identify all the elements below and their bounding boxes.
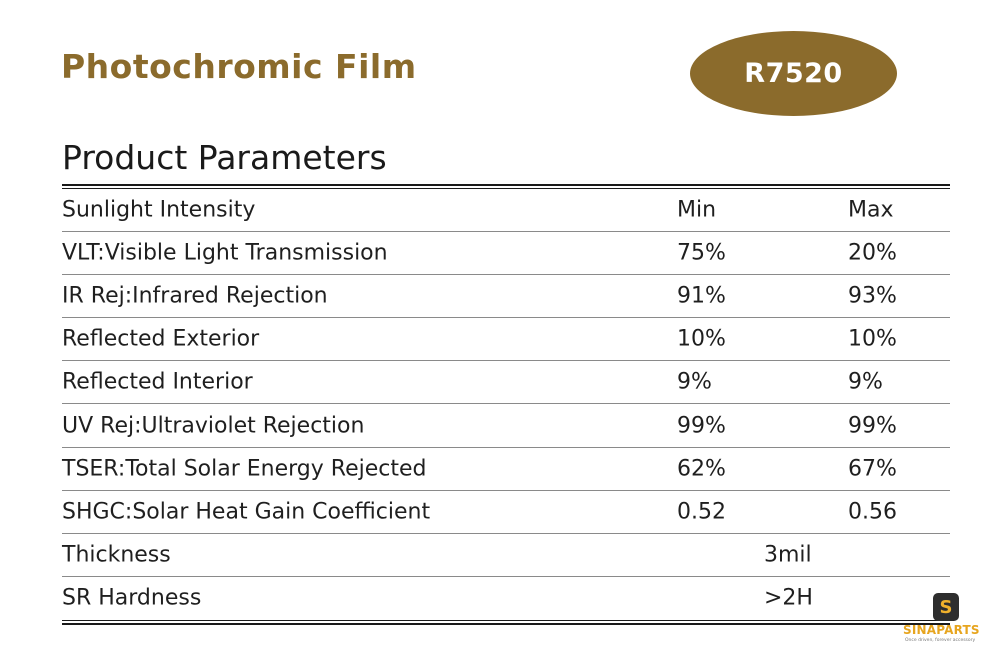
- brand-logo: S SINAPARTS Once driven, forever accesso…: [900, 593, 992, 645]
- row-min-value: 99%: [677, 413, 726, 439]
- bottom-rule-thin: [62, 620, 950, 621]
- row-max-value: 20%: [848, 240, 897, 266]
- table-row: IR Rej:Infrared Rejection 91% 93%: [62, 275, 950, 319]
- table-row: VLT:Visible Light Transmission 75% 20%: [62, 232, 950, 276]
- row-min-value: 91%: [677, 283, 726, 309]
- row-max-value: 99%: [848, 413, 897, 439]
- table-row: Reflected Exterior 10% 10%: [62, 318, 950, 362]
- brand-tagline: Once driven, forever accessory: [905, 638, 976, 643]
- row-max-value: 67%: [848, 456, 897, 482]
- row-min-value: 75%: [677, 240, 726, 266]
- row-value: 3mil: [764, 542, 812, 568]
- top-rule-thin: [62, 188, 950, 189]
- row-max-value: 0.56: [848, 499, 897, 525]
- header-label: Sunlight Intensity: [62, 197, 256, 223]
- table-row: SHGC:Solar Heat Gain Coefficient 0.52 0.…: [62, 491, 950, 534]
- row-label: Thickness: [62, 542, 171, 568]
- top-rule: [62, 184, 950, 186]
- row-label: UV Rej:Ultraviolet Rejection: [62, 413, 365, 439]
- brand-name: SINAPARTS: [903, 623, 980, 637]
- row-max-value: 10%: [848, 326, 897, 352]
- film-title: Photochromic Film: [61, 47, 417, 86]
- row-min-value: 10%: [677, 326, 726, 352]
- row-value: >2H: [764, 585, 813, 611]
- row-label: SHGC:Solar Heat Gain Coefficient: [62, 499, 431, 525]
- row-label: Reflected Exterior: [62, 326, 260, 352]
- row-min-value: 0.52: [677, 499, 726, 525]
- bottom-rule: [62, 623, 950, 625]
- table-row: TSER:Total Solar Energy Rejected 62% 67%: [62, 448, 950, 491]
- row-label: IR Rej:Infrared Rejection: [62, 283, 328, 309]
- table-row: Reflected Interior 9% 9%: [62, 361, 950, 405]
- row-label: Reflected Interior: [62, 369, 253, 395]
- header-max: Max: [848, 197, 894, 223]
- row-min-value: 9%: [677, 369, 712, 395]
- row-label: SR Hardness: [62, 585, 202, 611]
- row-min-value: 62%: [677, 456, 726, 482]
- row-label: TSER:Total Solar Energy Rejected: [62, 456, 427, 482]
- brand-s-icon: S: [933, 593, 959, 621]
- row-max-value: 9%: [848, 369, 883, 395]
- row-label: VLT:Visible Light Transmission: [62, 240, 388, 266]
- model-badge: R7520: [690, 31, 897, 116]
- table-row: UV Rej:Ultraviolet Rejection 99% 99%: [62, 404, 950, 448]
- parameters-table: Sunlight Intensity Min Max VLT:Visible L…: [62, 189, 950, 620]
- table-header-row: Sunlight Intensity Min Max: [62, 189, 950, 233]
- row-max-value: 93%: [848, 283, 897, 309]
- table-row-thickness: Thickness 3mil: [62, 534, 950, 577]
- section-title: Product Parameters: [62, 138, 387, 177]
- table-row-hardness: SR Hardness >2H: [62, 577, 950, 620]
- header-min: Min: [677, 197, 717, 223]
